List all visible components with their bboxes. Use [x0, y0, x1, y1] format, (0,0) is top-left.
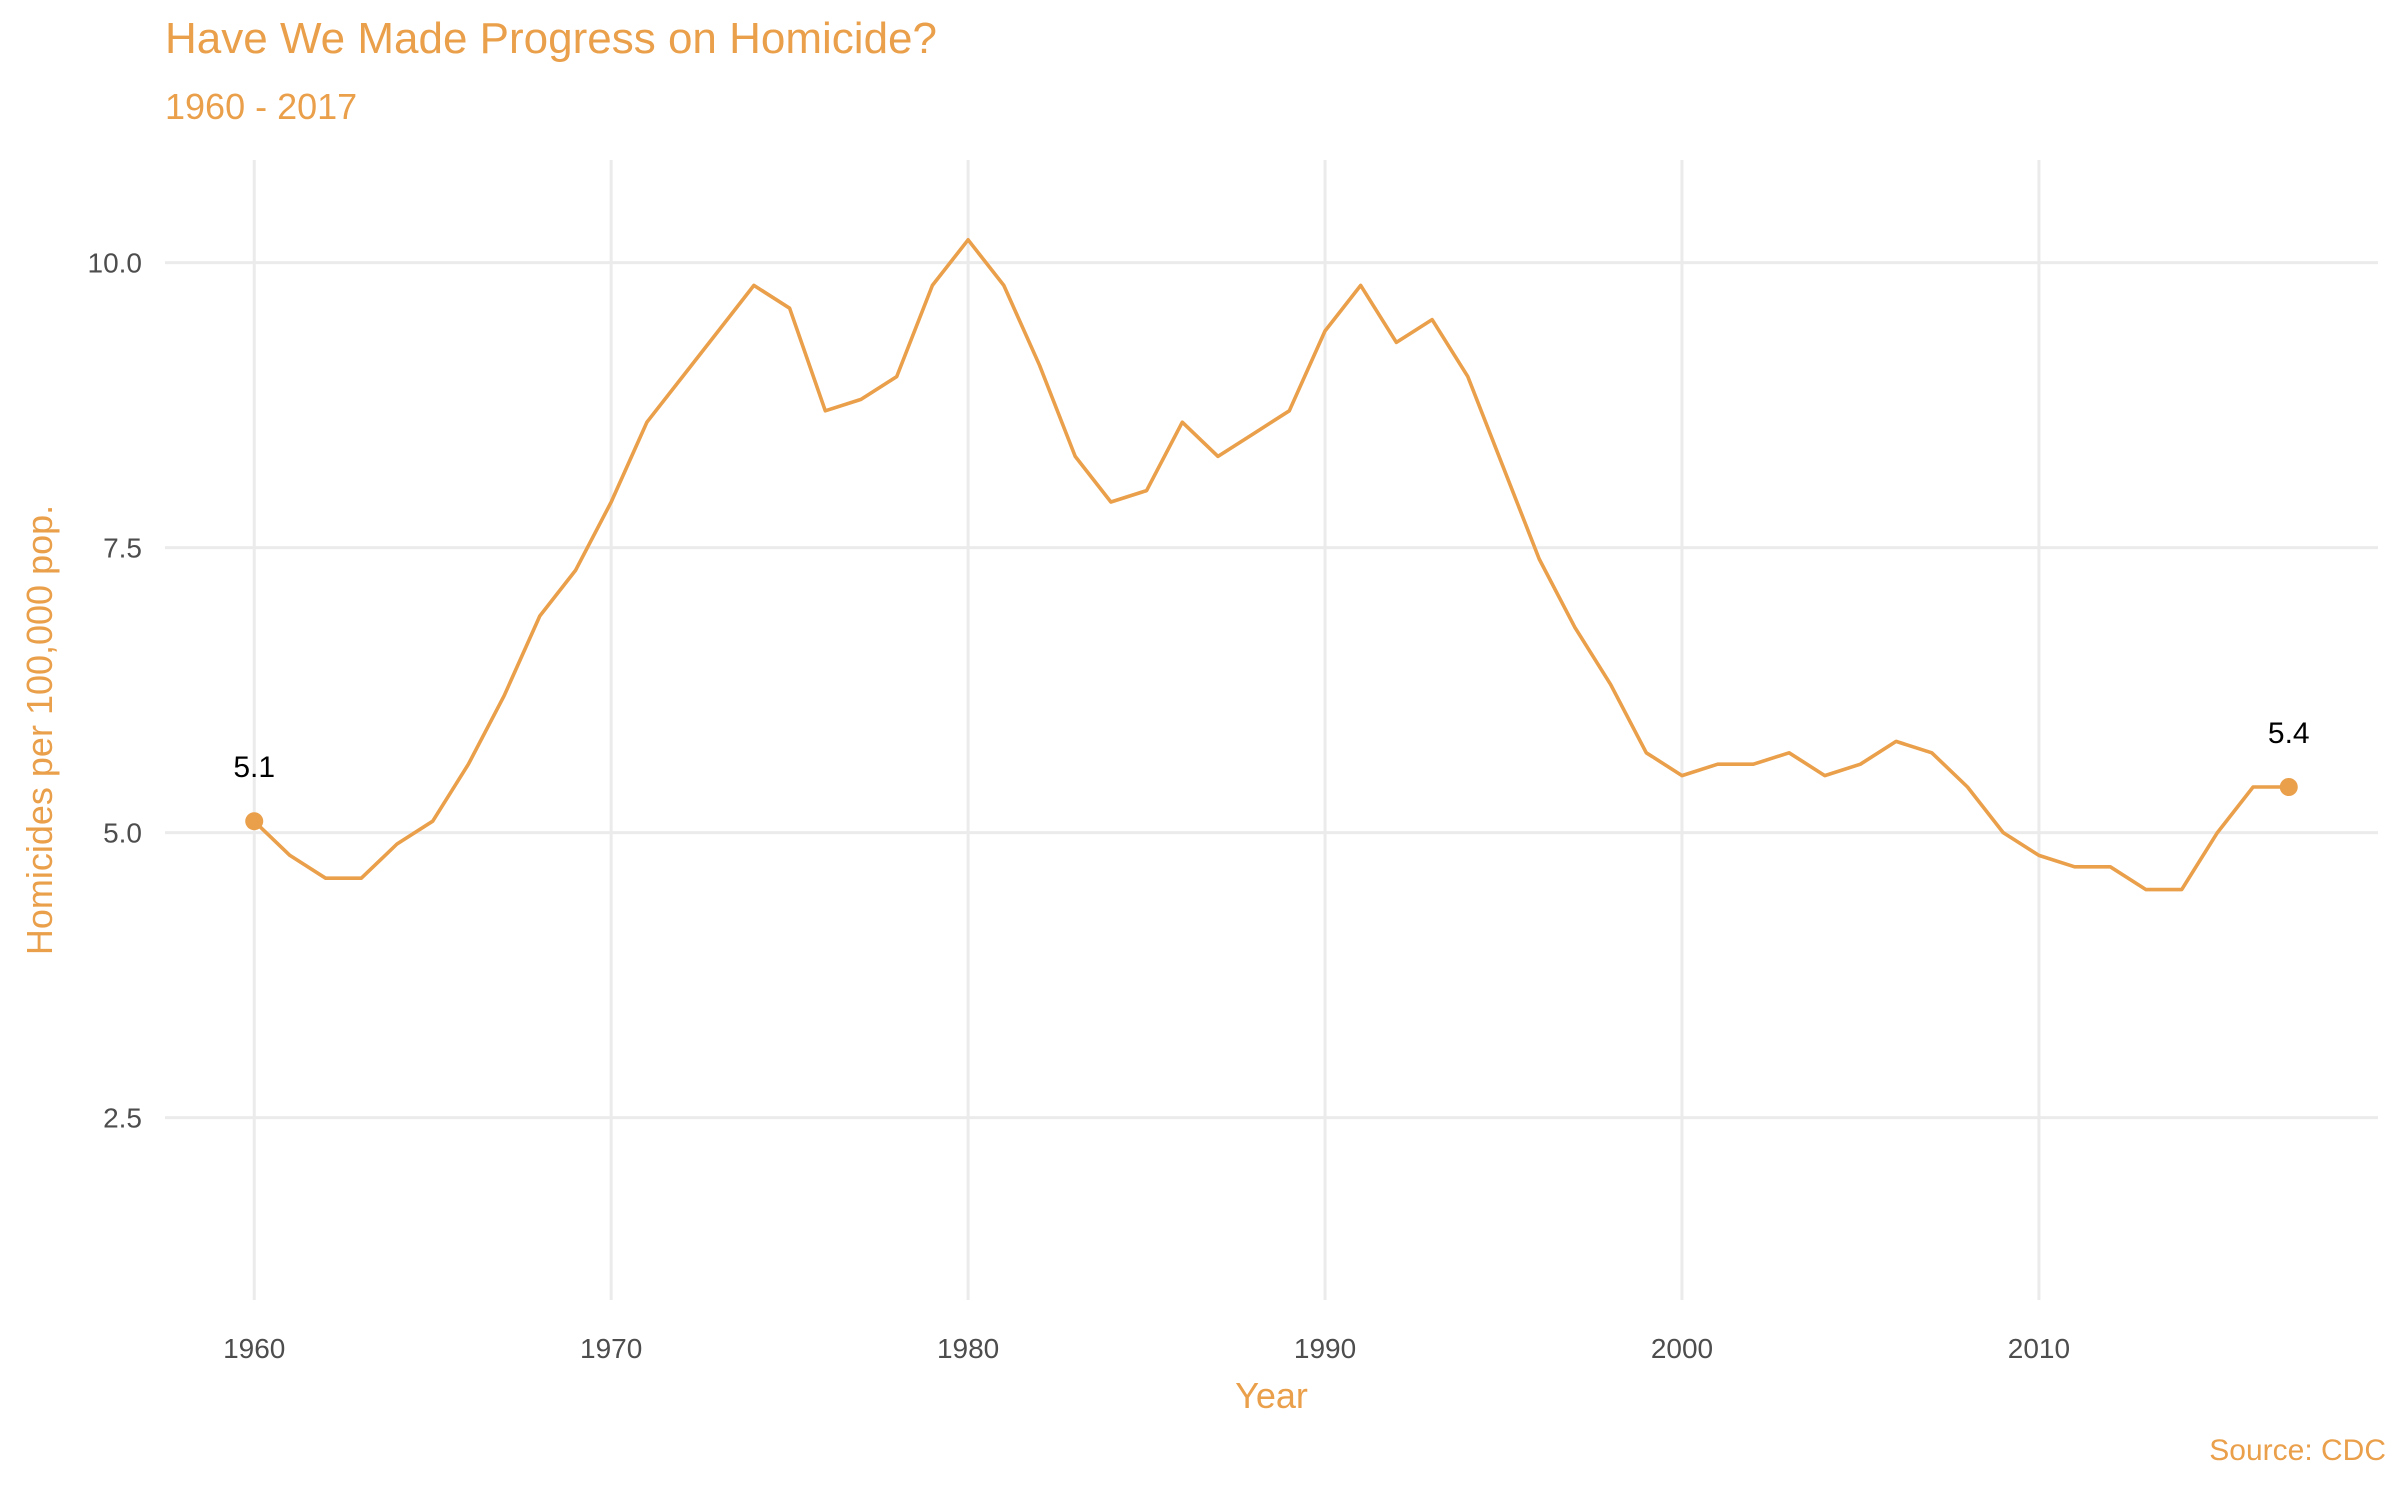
y-axis-title: Homicides per 100,000 pop. [19, 505, 60, 955]
chart-subtitle: 1960 - 2017 [165, 86, 358, 127]
x-tick-label: 1970 [580, 1333, 642, 1364]
x-tick-label: 1990 [1294, 1333, 1356, 1364]
y-tick-label: 5.0 [103, 818, 142, 849]
y-tick-label: 10.0 [88, 248, 143, 279]
highlight-points: 5.1 5.4 [233, 717, 2310, 831]
x-axis-title: Year [1235, 1375, 1308, 1416]
homicide-rate-line [252, 238, 2291, 892]
highlight-point [245, 812, 264, 831]
y-tick-label: 7.5 [103, 533, 142, 564]
chart-caption: Source: CDC [2209, 1434, 2386, 1467]
gridlines [165, 160, 2378, 1300]
data-label: 5.1 [233, 751, 275, 784]
x-tick-label: 2000 [1651, 1333, 1713, 1364]
y-tick-label: 2.5 [103, 1103, 142, 1134]
highlight-point [2279, 778, 2298, 796]
data-label: 5.4 [2268, 717, 2310, 750]
x-tick-label: 1980 [937, 1333, 999, 1364]
x-axis-ticks: 1960 1970 1980 1990 2000 2010 [223, 1333, 2070, 1364]
chart-title: Have We Made Progress on Homicide? [165, 14, 937, 63]
series-layer [252, 238, 2291, 892]
y-axis-ticks: 2.5 5.0 7.5 10.0 [88, 248, 143, 1134]
x-tick-label: 2010 [2008, 1333, 2070, 1364]
x-tick-label: 1960 [223, 1333, 285, 1364]
